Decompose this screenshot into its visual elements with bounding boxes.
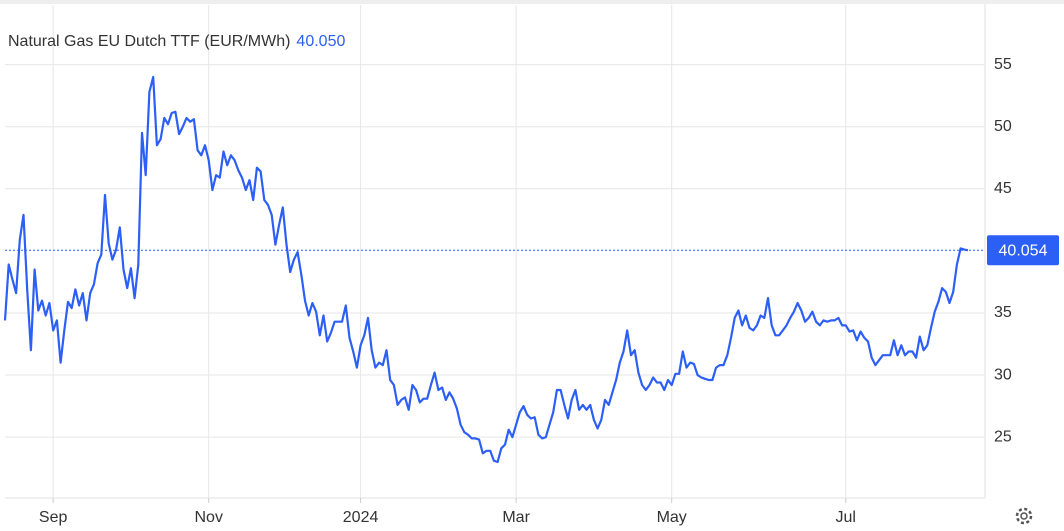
chart-title: Natural Gas EU Dutch TTF (EUR/MWh): [8, 33, 290, 50]
y-tick-label: 35: [994, 304, 1012, 321]
price-level-label: 40.054: [999, 242, 1048, 259]
y-tick-label: 25: [994, 428, 1012, 445]
plot: [3, 75, 985, 464]
x-tick-label: 2024: [343, 509, 379, 526]
last-price: 40.050: [296, 33, 345, 50]
y-tick-label: 45: [994, 180, 1012, 197]
x-tick-label: Sep: [39, 509, 68, 526]
price-line: [3, 75, 969, 464]
y-tick-label: 30: [994, 366, 1012, 383]
x-tick-label: Jul: [836, 509, 856, 526]
grid: [5, 5, 985, 498]
x-tick-label: Nov: [194, 509, 222, 526]
x-tick-label: May: [657, 509, 687, 526]
price-level-box: [987, 235, 1059, 266]
y-tick-label: 50: [994, 118, 1012, 135]
x-tick-label: Mar: [502, 509, 530, 526]
settings-icon[interactable]: [1015, 507, 1033, 525]
y-tick-label: 55: [994, 56, 1012, 73]
top-border: [0, 0, 1064, 4]
